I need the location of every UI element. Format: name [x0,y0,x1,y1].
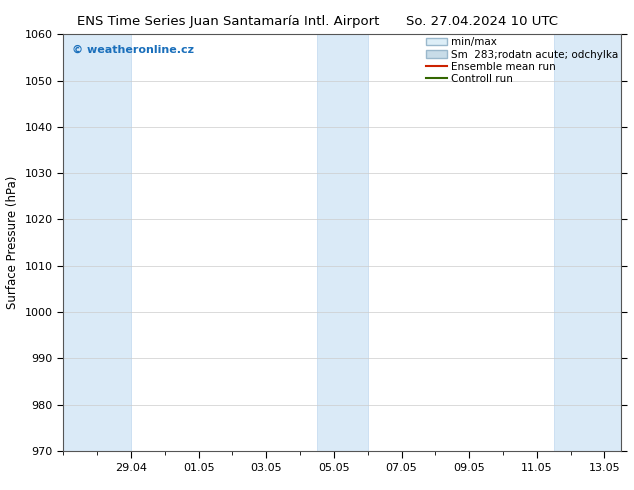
Text: ENS Time Series Juan Santamaría Intl. Airport: ENS Time Series Juan Santamaría Intl. Ai… [77,15,379,28]
Text: © weatheronline.cz: © weatheronline.cz [72,45,194,55]
Legend: min/max, Sm  283;rodatn acute; odchylka, Ensemble mean run, Controll run: min/max, Sm 283;rodatn acute; odchylka, … [426,37,618,84]
Bar [553,34,621,451]
Bar [317,34,368,451]
Y-axis label: Surface Pressure (hPa): Surface Pressure (hPa) [6,176,19,309]
Bar [63,34,131,451]
Text: So. 27.04.2024 10 UTC: So. 27.04.2024 10 UTC [406,15,558,28]
